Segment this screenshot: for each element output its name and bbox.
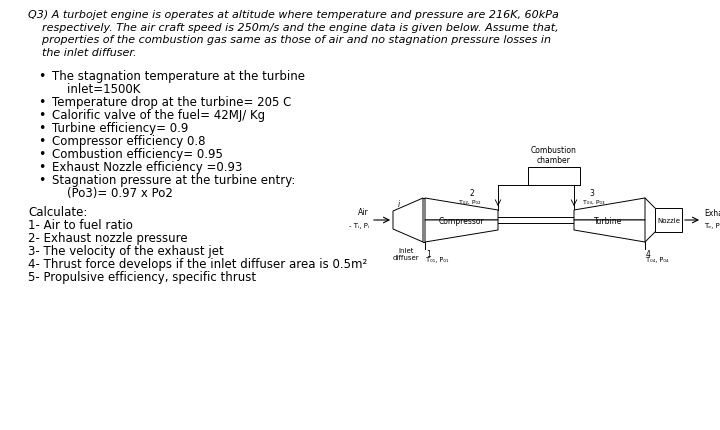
- Text: •: •: [38, 109, 45, 122]
- Text: respectively. The air craft speed is 250m/s and the engine data is given below. : respectively. The air craft speed is 250…: [28, 22, 559, 32]
- Text: •: •: [38, 70, 45, 83]
- Text: •: •: [38, 122, 45, 135]
- Polygon shape: [574, 199, 645, 221]
- Polygon shape: [425, 199, 498, 221]
- Text: Air: Air: [359, 208, 369, 216]
- Text: Turbine efficiency= 0.9: Turbine efficiency= 0.9: [52, 122, 189, 135]
- Text: (Po3)= 0.97 x Po2: (Po3)= 0.97 x Po2: [52, 187, 173, 200]
- Text: 5- Propulsive efficiency, specific thrust: 5- Propulsive efficiency, specific thrus…: [28, 270, 256, 283]
- Text: Combustion efficiency= 0.95: Combustion efficiency= 0.95: [52, 147, 223, 161]
- Text: properties of the combustion gas same as those of air and no stagnation pressure: properties of the combustion gas same as…: [28, 35, 551, 45]
- Text: Compressor: Compressor: [438, 216, 485, 225]
- Text: 3: 3: [590, 189, 595, 197]
- Text: Tₑ, Pₑ: Tₑ, Pₑ: [704, 222, 720, 228]
- Text: •: •: [38, 147, 45, 161]
- Text: 2: 2: [469, 189, 474, 197]
- Text: •: •: [38, 161, 45, 174]
- Text: 1: 1: [426, 249, 431, 258]
- Text: Calculate:: Calculate:: [28, 206, 87, 218]
- Text: Calorific valve of the fuel= 42MJ/ Kg: Calorific valve of the fuel= 42MJ/ Kg: [52, 109, 265, 122]
- Polygon shape: [425, 221, 498, 243]
- Text: Temperature drop at the turbine= 205 C: Temperature drop at the turbine= 205 C: [52, 96, 292, 109]
- Text: •: •: [38, 96, 45, 109]
- Text: Nozzle: Nozzle: [657, 218, 680, 224]
- Text: 4- Thrust force develops if the inlet diffuser area is 0.5m²: 4- Thrust force develops if the inlet di…: [28, 258, 367, 270]
- Text: 1- Air to fuel ratio: 1- Air to fuel ratio: [28, 218, 133, 231]
- Text: The stagnation temperature at the turbine: The stagnation temperature at the turbin…: [52, 70, 305, 83]
- Text: T₀₃, P₀₃: T₀₃, P₀₃: [583, 200, 605, 205]
- Text: Combustion
chamber: Combustion chamber: [531, 145, 577, 165]
- Text: 2- Exhaust nozzle pressure: 2- Exhaust nozzle pressure: [28, 231, 188, 244]
- Text: T₀₁, P₀₁: T₀₁, P₀₁: [426, 256, 449, 262]
- Text: 4: 4: [646, 249, 651, 258]
- Text: T₀₂, P₀₂: T₀₂, P₀₂: [459, 200, 481, 205]
- Text: 3- The velocity of the exhaust jet: 3- The velocity of the exhaust jet: [28, 244, 224, 258]
- Polygon shape: [393, 199, 423, 243]
- Text: Q3) A turbojet engine is operates at altitude where temperature and pressure are: Q3) A turbojet engine is operates at alt…: [28, 10, 559, 20]
- Text: Exhaust: Exhaust: [704, 209, 720, 218]
- Text: •: •: [38, 174, 45, 187]
- Text: the inlet diffuser.: the inlet diffuser.: [28, 47, 137, 57]
- Text: Compressor efficiency 0.8: Compressor efficiency 0.8: [52, 135, 205, 147]
- Text: •: •: [38, 135, 45, 147]
- Bar: [528, 168, 580, 186]
- Text: T₀₄, P₀₄: T₀₄, P₀₄: [646, 256, 668, 262]
- Text: Stagnation pressure at the turbine entry:: Stagnation pressure at the turbine entry…: [52, 174, 295, 187]
- Text: - Tᵢ, Pᵢ: - Tᵢ, Pᵢ: [349, 222, 369, 228]
- Bar: [655, 209, 682, 233]
- Text: Exhaust Nozzle efficiency =0.93: Exhaust Nozzle efficiency =0.93: [52, 161, 243, 174]
- Polygon shape: [574, 221, 645, 243]
- Text: Turbine: Turbine: [595, 216, 623, 225]
- Text: Inlet
diffuser: Inlet diffuser: [392, 247, 419, 261]
- Text: inlet=1500K: inlet=1500K: [52, 83, 140, 96]
- Text: i: i: [398, 200, 400, 209]
